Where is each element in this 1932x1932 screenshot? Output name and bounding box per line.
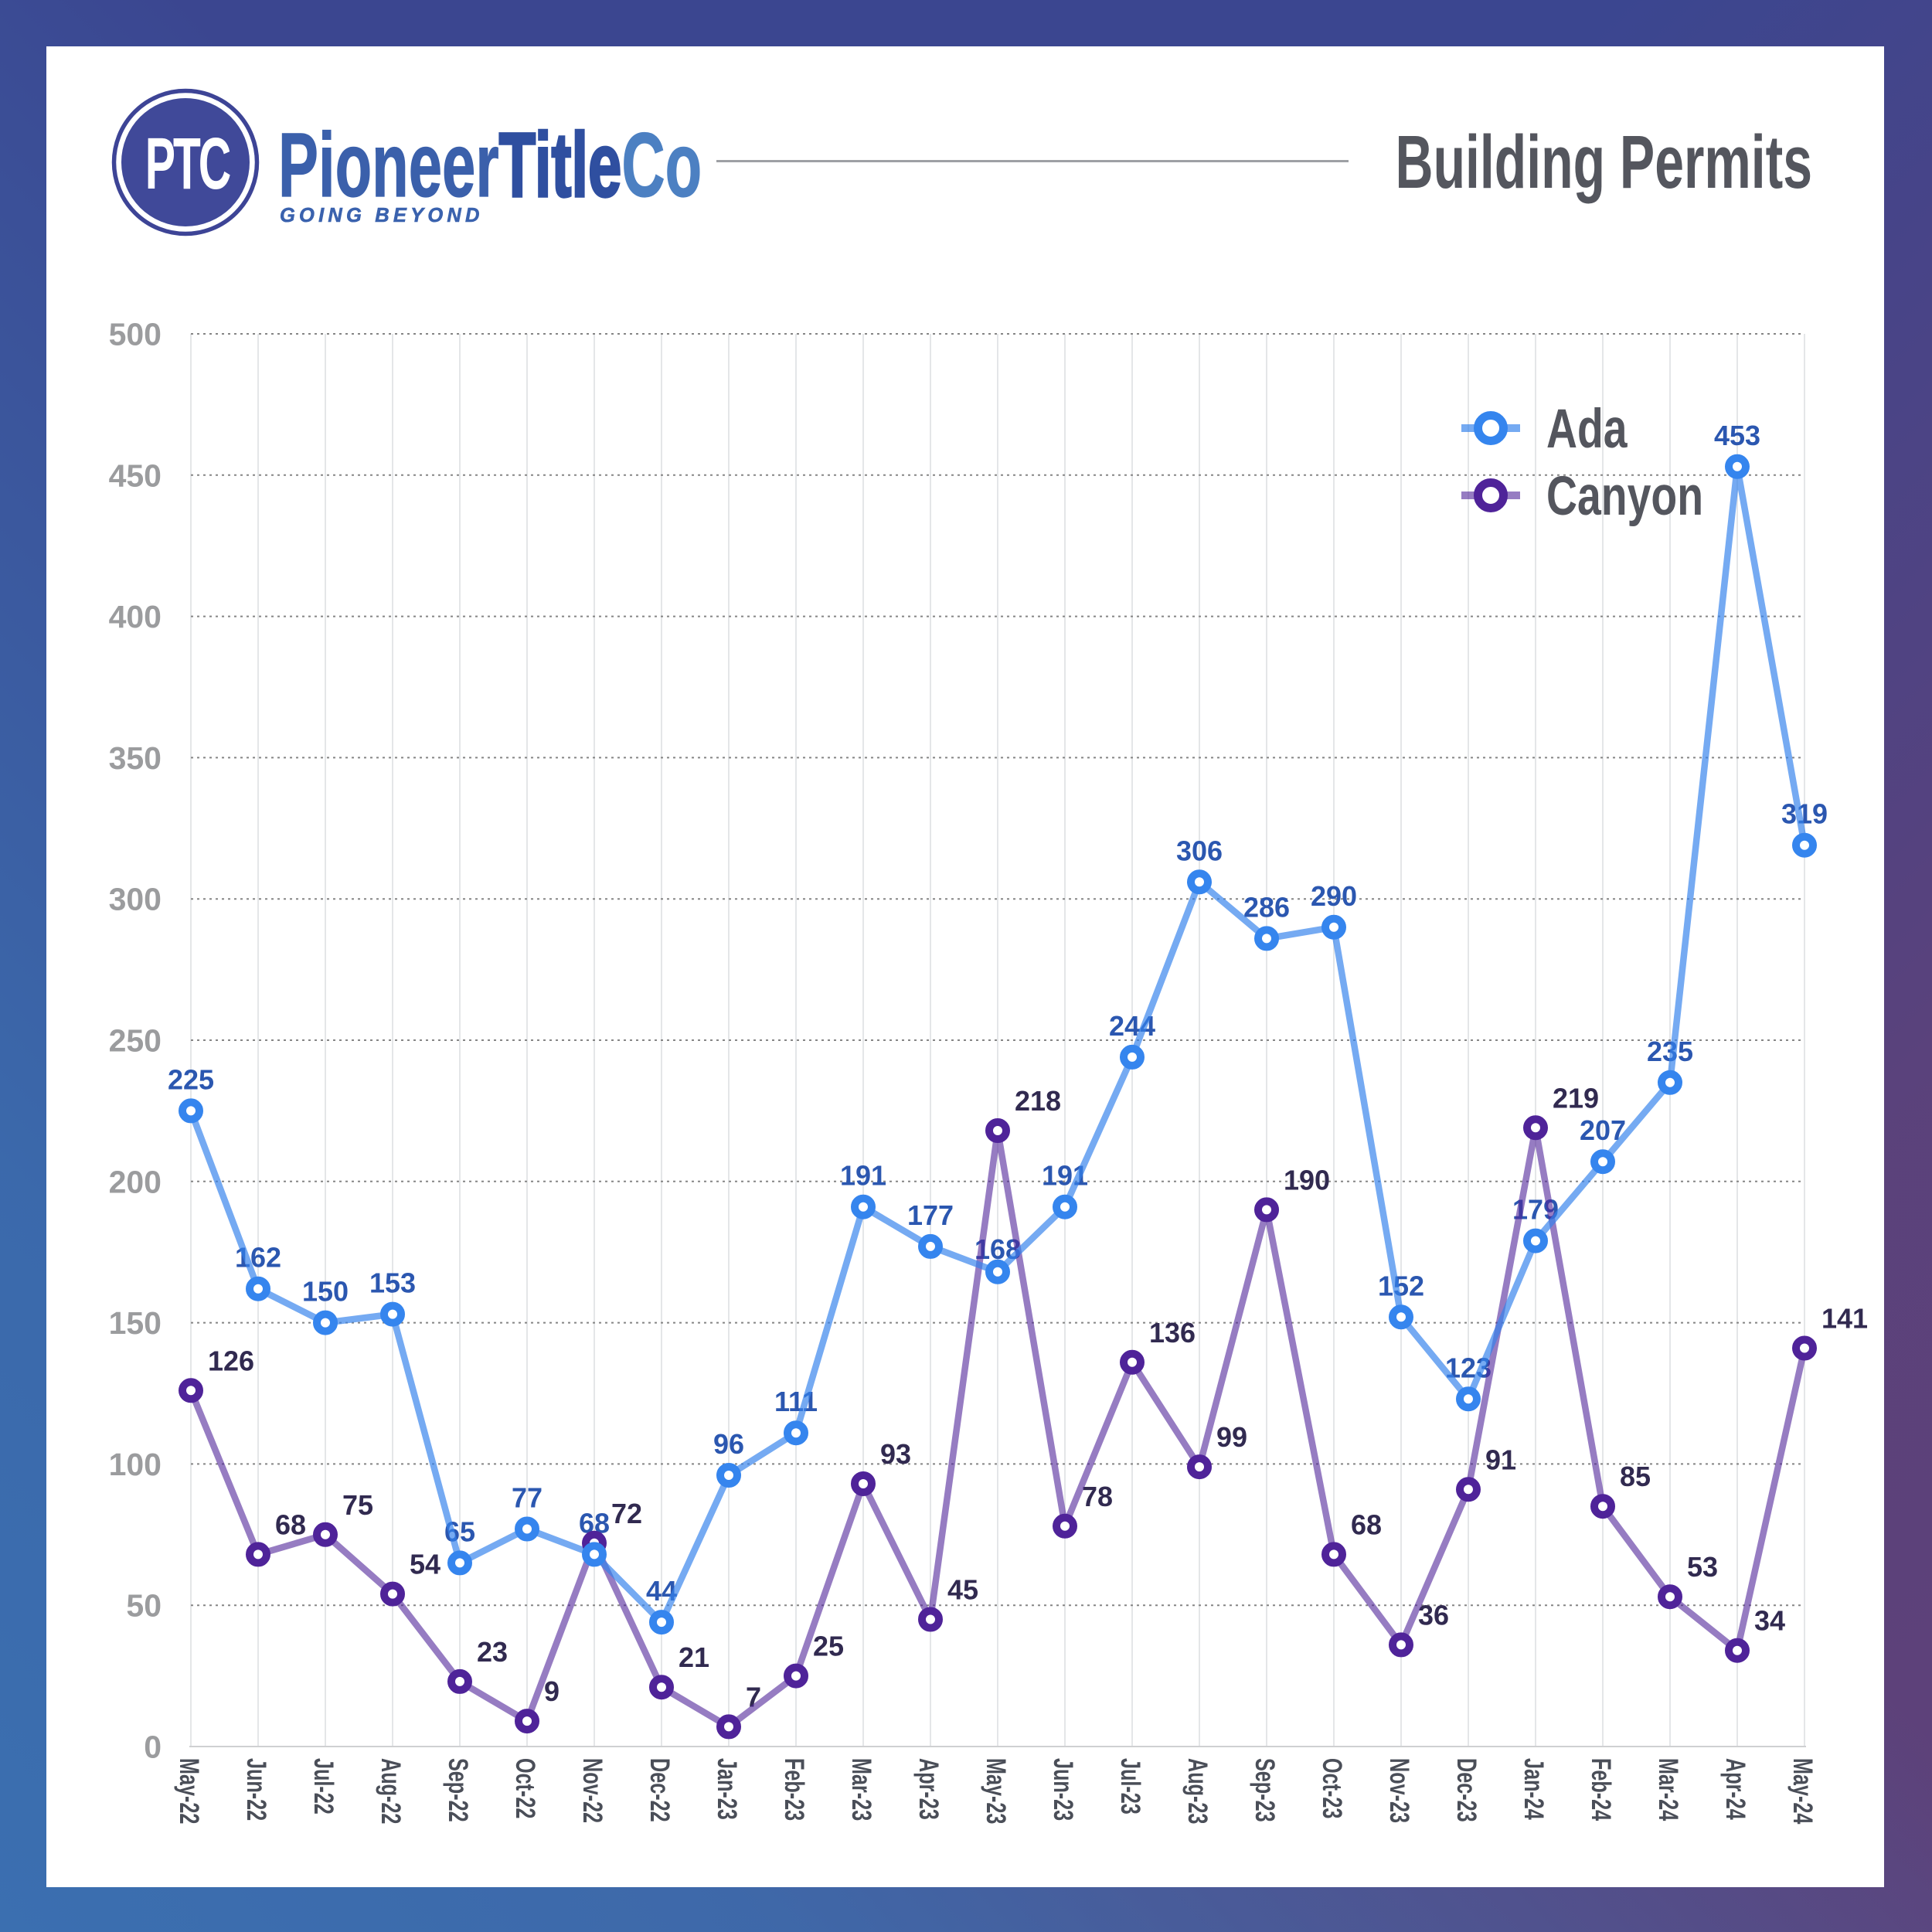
svg-text:Mar-24: Mar-24 — [1653, 1758, 1683, 1821]
svg-text:219: 219 — [1553, 1082, 1599, 1114]
svg-text:225: 225 — [168, 1063, 214, 1095]
svg-text:191: 191 — [840, 1160, 886, 1192]
svg-text:319: 319 — [1781, 798, 1828, 830]
svg-text:290: 290 — [1311, 880, 1357, 912]
svg-text:150: 150 — [302, 1276, 349, 1308]
svg-text:34: 34 — [1754, 1605, 1785, 1637]
svg-text:Ada: Ada — [1546, 398, 1628, 459]
svg-text:68: 68 — [1351, 1509, 1382, 1540]
svg-text:Dec-22: Dec-22 — [645, 1758, 675, 1822]
svg-text:68: 68 — [275, 1509, 306, 1540]
svg-text:Building Permits: Building Permits — [1396, 120, 1812, 204]
svg-text:91: 91 — [1485, 1444, 1516, 1475]
svg-text:190: 190 — [1284, 1164, 1330, 1196]
svg-text:136: 136 — [1149, 1317, 1196, 1349]
svg-text:PioneerTitleCo: PioneerTitleCo — [278, 114, 702, 216]
svg-text:May-24: May-24 — [1787, 1758, 1818, 1824]
svg-text:Oct-23: Oct-23 — [1317, 1758, 1347, 1818]
svg-text:Nov-23: Nov-23 — [1384, 1758, 1414, 1823]
svg-text:Dec-23: Dec-23 — [1451, 1758, 1481, 1822]
svg-text:53: 53 — [1687, 1551, 1718, 1583]
svg-text:141: 141 — [1821, 1303, 1868, 1335]
svg-text:350: 350 — [109, 740, 162, 776]
svg-text:450: 450 — [109, 457, 162, 493]
svg-text:Jun-22: Jun-22 — [241, 1758, 271, 1821]
svg-text:85: 85 — [1620, 1461, 1651, 1492]
svg-text:PTC: PTC — [145, 121, 230, 204]
svg-text:100: 100 — [109, 1447, 162, 1482]
svg-text:Aug-23: Aug-23 — [1182, 1758, 1213, 1824]
svg-text:177: 177 — [907, 1199, 954, 1231]
svg-text:400: 400 — [109, 599, 162, 634]
svg-text:153: 153 — [369, 1267, 416, 1299]
svg-text:23: 23 — [477, 1636, 508, 1668]
svg-text:Apr-24: Apr-24 — [1720, 1758, 1750, 1820]
svg-text:Apr-23: Apr-23 — [913, 1758, 944, 1820]
svg-text:Jan-24: Jan-24 — [1519, 1758, 1549, 1820]
svg-text:May-22: May-22 — [174, 1758, 204, 1824]
svg-text:286: 286 — [1243, 891, 1290, 923]
svg-text:36: 36 — [1418, 1599, 1449, 1631]
svg-text:Oct-22: Oct-22 — [510, 1758, 540, 1818]
svg-text:Sep-22: Sep-22 — [443, 1758, 473, 1822]
svg-text:May-23: May-23 — [981, 1758, 1011, 1824]
svg-text:Feb-24: Feb-24 — [1586, 1758, 1616, 1821]
svg-text:Sep-23: Sep-23 — [1250, 1758, 1280, 1822]
svg-text:Aug-22: Aug-22 — [376, 1758, 406, 1824]
svg-text:250: 250 — [109, 1023, 162, 1059]
svg-text:150: 150 — [109, 1305, 162, 1341]
svg-text:Jun-23: Jun-23 — [1048, 1758, 1078, 1821]
svg-text:152: 152 — [1378, 1270, 1424, 1301]
svg-text:Jul-22: Jul-22 — [308, 1758, 338, 1815]
svg-text:453: 453 — [1714, 420, 1760, 451]
svg-text:Nov-22: Nov-22 — [577, 1758, 607, 1823]
svg-text:0: 0 — [144, 1730, 162, 1765]
svg-text:500: 500 — [109, 317, 162, 352]
svg-text:78: 78 — [1082, 1481, 1113, 1512]
svg-text:Canyon: Canyon — [1546, 465, 1703, 526]
svg-text:200: 200 — [109, 1164, 162, 1199]
svg-text:99: 99 — [1216, 1421, 1247, 1453]
svg-text:54: 54 — [410, 1549, 440, 1580]
svg-text:25: 25 — [813, 1631, 844, 1662]
svg-text:Feb-23: Feb-23 — [779, 1758, 809, 1821]
svg-text:93: 93 — [880, 1438, 911, 1470]
svg-text:Jul-23: Jul-23 — [1115, 1758, 1145, 1815]
svg-text:75: 75 — [342, 1489, 373, 1521]
svg-text:96: 96 — [713, 1428, 744, 1460]
svg-text:126: 126 — [208, 1345, 254, 1376]
svg-text:77: 77 — [512, 1482, 543, 1514]
svg-text:21: 21 — [679, 1641, 709, 1673]
svg-text:50: 50 — [126, 1588, 162, 1624]
svg-text:218: 218 — [1015, 1085, 1061, 1117]
svg-text:Mar-23: Mar-23 — [846, 1758, 876, 1821]
svg-text:45: 45 — [947, 1574, 978, 1606]
svg-text:306: 306 — [1176, 835, 1223, 866]
svg-text:9: 9 — [544, 1675, 560, 1707]
svg-text:72: 72 — [611, 1498, 642, 1529]
svg-text:Jan-23: Jan-23 — [712, 1758, 742, 1820]
svg-text:GOING BEYOND: GOING BEYOND — [280, 205, 484, 226]
svg-text:300: 300 — [109, 882, 162, 917]
